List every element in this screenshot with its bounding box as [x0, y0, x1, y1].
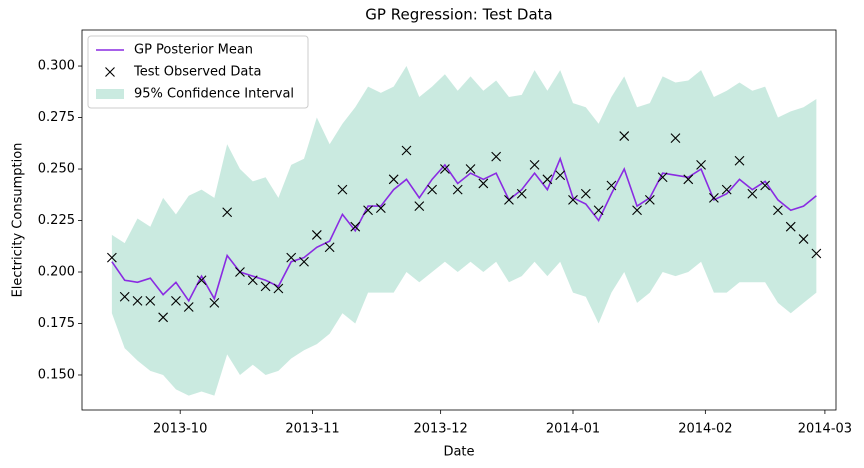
x-tick-label: 2014-03 [798, 422, 852, 437]
x-tick-label: 2014-02 [678, 422, 732, 437]
observed-point [132, 295, 143, 306]
mean-line [111, 156, 817, 303]
observed-point [555, 170, 566, 181]
observed-point [709, 192, 719, 203]
legend-label: Test Observed Data [133, 65, 261, 80]
observed-point [568, 195, 578, 205]
observed-point [158, 312, 169, 323]
observed-point [516, 188, 527, 199]
x-tick-label: 2013-10 [153, 422, 207, 437]
legend-marker [105, 67, 115, 77]
y-axis-label: Electricity Consumption [11, 143, 26, 298]
observed-point [734, 155, 745, 166]
x-tick-label: 2013-11 [285, 422, 339, 437]
observed-point [683, 174, 694, 185]
legend-label: 95% Confidence Interval [134, 87, 294, 102]
observed-point [350, 221, 361, 232]
y-tick-label: 0.150 [38, 367, 75, 382]
axes-frame [81, 29, 837, 411]
y-tick-label: 0.300 [38, 59, 75, 74]
observed-point [721, 184, 732, 195]
observed-point [119, 291, 130, 302]
observed-point [478, 178, 489, 189]
observed-point [414, 201, 425, 211]
observed-point [337, 184, 348, 195]
observed-point [670, 133, 681, 144]
observed-point [606, 180, 617, 191]
y-tick-label: 0.200 [38, 265, 75, 280]
observed-point [798, 234, 809, 244]
legend-label: GP Posterior Mean [134, 43, 253, 58]
observed-point [785, 221, 796, 232]
confidence-band [111, 66, 817, 396]
observed-point [811, 248, 822, 259]
observed-point [593, 205, 604, 216]
observed-point [657, 172, 668, 183]
observed-point [363, 205, 373, 216]
observed-point [452, 184, 463, 195]
observed-point [171, 295, 181, 306]
x-axis-label: Date [443, 445, 474, 460]
observed-point [388, 174, 399, 185]
observed-point [209, 298, 220, 308]
observed-point [375, 203, 386, 214]
observed-point [465, 164, 476, 174]
observed-point [440, 164, 450, 174]
observed-point [632, 205, 642, 216]
observed-point [183, 302, 194, 312]
observed-point [286, 252, 297, 263]
observed-point [196, 275, 207, 286]
x-tick-label: 2013-12 [413, 422, 467, 437]
observed-point [644, 195, 655, 205]
observed-point [427, 184, 437, 195]
plot-area [106, 66, 822, 396]
observed-point [299, 256, 309, 267]
legend-box [87, 35, 309, 109]
y-tick-label: 0.275 [38, 110, 75, 125]
x-tick-label: 2014-01 [546, 422, 600, 437]
observed-point [273, 283, 284, 294]
observed-point [529, 160, 540, 170]
observed-point [542, 174, 553, 185]
observed-point [580, 188, 591, 199]
chart-title: GP Regression: Test Data [365, 6, 552, 24]
observed-point [222, 207, 233, 218]
observed-point [773, 205, 783, 216]
observed-point [260, 281, 271, 292]
observed-point [696, 160, 706, 170]
observed-point [324, 242, 335, 253]
y-tick-label: 0.175 [38, 316, 75, 331]
observed-point [760, 180, 771, 191]
observed-point [747, 188, 758, 199]
observed-point [247, 275, 258, 286]
y-tick-label: 0.225 [38, 213, 75, 228]
observed-point [145, 295, 156, 306]
legend-patch [96, 89, 124, 99]
observed-point [235, 267, 245, 277]
observed-point [311, 230, 322, 240]
observed-point [106, 252, 117, 263]
observed-point [504, 195, 514, 205]
legend: GP Posterior Mean Test Observed Data 95% C… [87, 35, 309, 109]
observed-point [619, 131, 630, 141]
observed-point [491, 151, 502, 162]
y-tick-label: 0.250 [38, 162, 75, 177]
observed-point [401, 145, 412, 156]
